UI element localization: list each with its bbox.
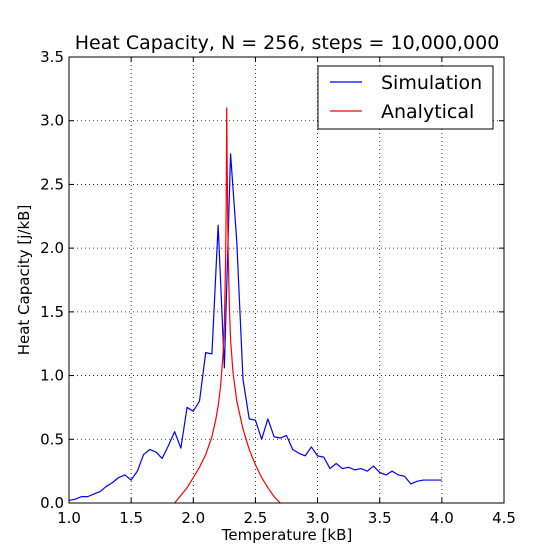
grid-lines	[69, 57, 504, 503]
legend-box	[317, 65, 494, 130]
y-tick-label: 1.5	[40, 303, 64, 321]
x-tick-label: 1.0	[57, 509, 81, 527]
x-axis-label: Temperature [kB]	[221, 526, 352, 544]
y-tick-label: 0.5	[40, 430, 64, 448]
x-tick-label: 4.0	[430, 509, 454, 527]
x-tick-label: 3.5	[368, 509, 392, 527]
y-tick-labels: 0.0 0.5 1.0 1.5 2.0 2.5 3.0 3.5	[40, 48, 64, 512]
y-tick-label: 3.0	[40, 112, 64, 130]
legend-label-simulation: Simulation	[381, 72, 482, 94]
legend: Simulation Analytical	[317, 65, 494, 130]
y-tick-label: 1.0	[40, 367, 64, 385]
plot-frame	[68, 56, 505, 504]
x-tick-labels: 1.0 1.5 2.0 2.5 3.0 3.5 4.0 4.5	[57, 509, 516, 527]
axis-ticks	[68, 56, 505, 504]
series-line-simulation	[68, 153, 442, 502]
x-tick-label: 4.5	[492, 509, 516, 527]
series-line-analytical	[174, 107, 281, 504]
x-tick-label: 1.5	[119, 509, 143, 527]
legend-label-analytical: Analytical	[381, 101, 474, 123]
y-tick-label: 2.0	[40, 239, 64, 257]
y-tick-label: 3.5	[40, 48, 64, 66]
x-tick-label: 3.0	[306, 509, 330, 527]
y-tick-label: 2.5	[40, 175, 64, 193]
y-tick-label: 0.0	[40, 494, 64, 512]
x-tick-label: 2.5	[243, 509, 267, 527]
x-tick-label: 2.0	[181, 509, 205, 527]
chart-title: Heat Capacity, N = 256, steps = 10,000,0…	[75, 32, 500, 54]
series-layer	[68, 107, 442, 504]
y-axis-label: Heat Capacity [j/kB]	[15, 205, 33, 356]
